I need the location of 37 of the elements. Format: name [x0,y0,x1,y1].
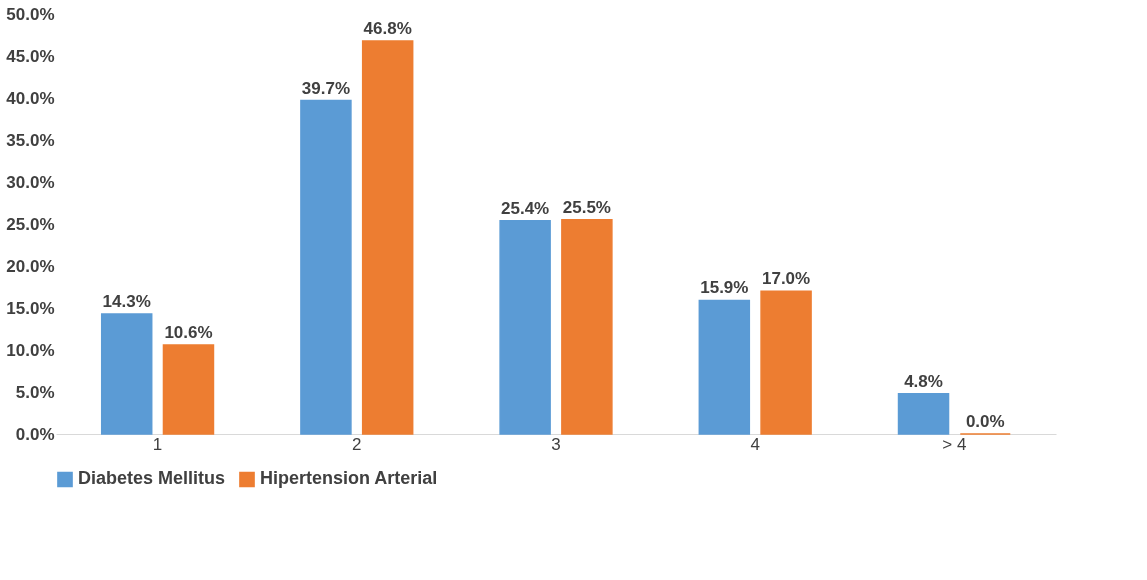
data-label: 10.6% [164,322,213,342]
x-tick-label: 3 [551,434,561,454]
x-tick-label: > 4 [942,434,967,454]
y-tick-label: 35.0% [6,130,55,150]
data-label: 39.7% [301,78,351,98]
data-label: 46.8% [363,18,412,38]
y-tick-label: 5.0% [15,382,55,402]
data-label: 15.9% [700,278,749,298]
bar [499,219,551,435]
y-tick-label: 50.0% [6,4,55,24]
data-label: 25.4% [501,198,550,218]
x-tick-label: 4 [750,434,760,454]
bar [561,219,613,435]
data-label: 25.5% [562,197,611,217]
bar [760,290,812,435]
bar [897,392,950,435]
legend-label: Diabetes Mellitus [78,468,226,489]
y-tick-label: 25.0% [6,214,55,234]
y-tick-label: 30.0% [6,172,55,192]
bar [361,40,414,435]
x-tick-label: 2 [352,434,362,454]
y-tick-label: 40.0% [6,88,55,108]
data-label: 17.0% [761,269,811,289]
bar [162,344,215,435]
x-tick-label: 1 [152,434,163,454]
data-label: 0.0% [965,412,1005,431]
bar [100,313,153,435]
y-tick-label: 0.0% [15,424,55,444]
y-tick-label: 15.0% [6,298,55,318]
data-label: 4.8% [904,371,943,391]
bar [300,99,352,435]
y-tick-label: 45.0% [6,46,55,66]
bar [698,299,751,435]
y-tick-label: 10.0% [6,340,55,360]
y-tick-label: 20.0% [6,256,55,276]
data-label: 14.3% [102,291,151,311]
legend-label: Hipertension Arterial [260,468,438,489]
